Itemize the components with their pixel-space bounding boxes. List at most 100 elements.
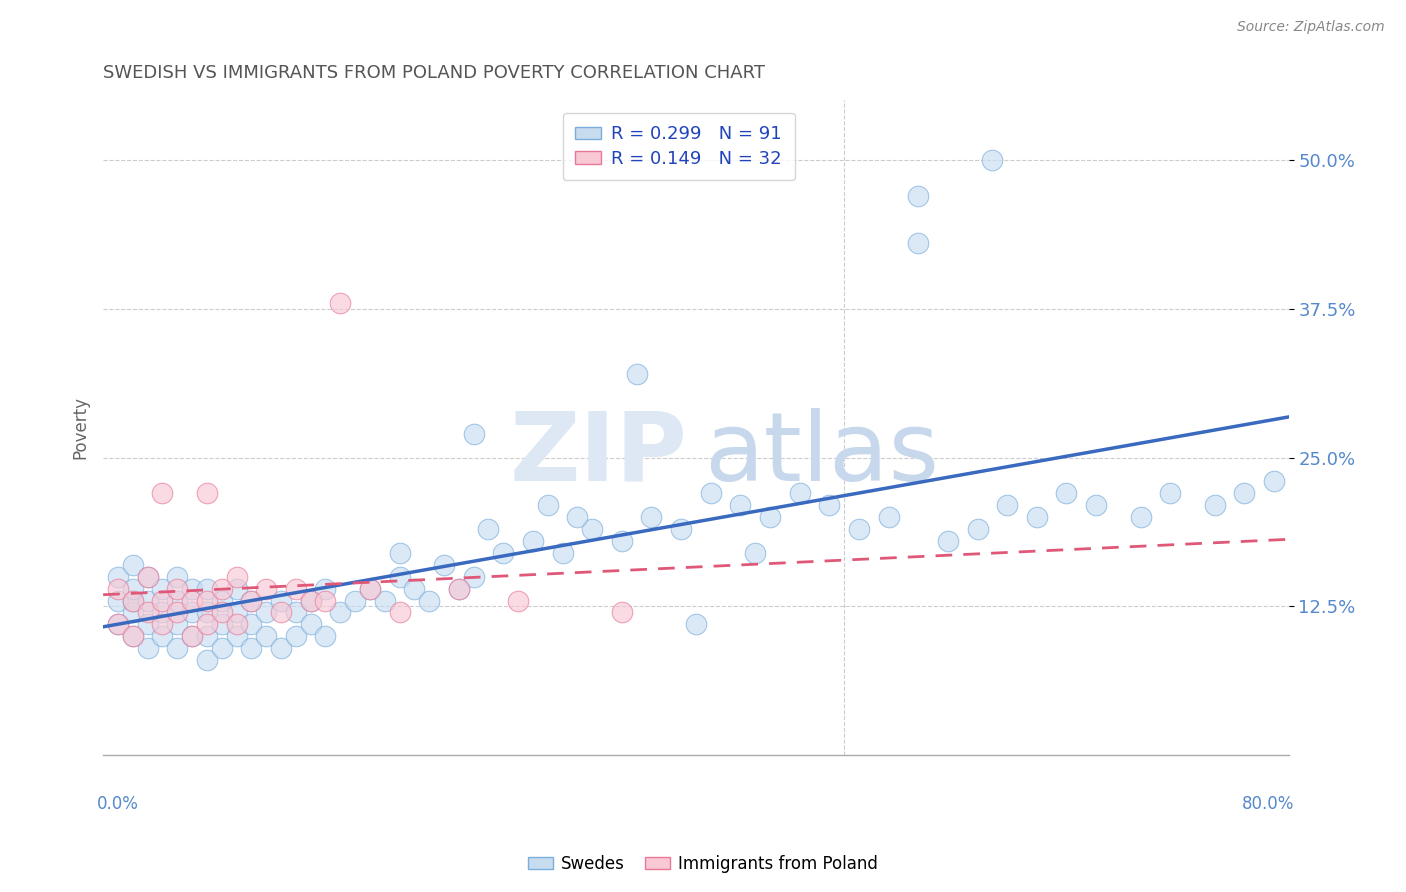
- Point: [225, 606, 247, 620]
- Point: [463, 426, 485, 441]
- Point: [152, 593, 174, 607]
- Point: [270, 606, 292, 620]
- Point: [136, 570, 159, 584]
- Point: [581, 522, 603, 536]
- Point: [225, 629, 247, 643]
- Point: [254, 606, 277, 620]
- Point: [107, 570, 129, 584]
- Point: [359, 582, 381, 596]
- Point: [314, 593, 336, 607]
- Point: [166, 606, 188, 620]
- Point: [907, 188, 929, 202]
- Point: [181, 593, 204, 607]
- Point: [299, 593, 322, 607]
- Point: [730, 498, 752, 512]
- Point: [107, 617, 129, 632]
- Point: [284, 582, 307, 596]
- Point: [136, 593, 159, 607]
- Point: [981, 153, 1004, 167]
- Point: [506, 593, 529, 607]
- Point: [447, 582, 470, 596]
- Point: [477, 522, 499, 536]
- Point: [121, 606, 143, 620]
- Point: [447, 582, 470, 596]
- Point: [314, 629, 336, 643]
- Point: [404, 582, 426, 596]
- Point: [374, 593, 396, 607]
- Point: [195, 582, 218, 596]
- Point: [121, 629, 143, 643]
- Point: [181, 629, 204, 643]
- Point: [152, 629, 174, 643]
- Point: [152, 606, 174, 620]
- Point: [211, 593, 233, 607]
- Point: [181, 629, 204, 643]
- Point: [211, 641, 233, 656]
- Point: [537, 498, 560, 512]
- Point: [1085, 498, 1108, 512]
- Point: [700, 486, 723, 500]
- Point: [1159, 486, 1181, 500]
- Point: [240, 593, 263, 607]
- Point: [744, 546, 766, 560]
- Y-axis label: Poverty: Poverty: [72, 396, 89, 459]
- Text: 0.0%: 0.0%: [97, 795, 139, 813]
- Point: [1025, 510, 1047, 524]
- Point: [359, 582, 381, 596]
- Point: [1263, 475, 1285, 489]
- Point: [1054, 486, 1077, 500]
- Point: [1233, 486, 1256, 500]
- Point: [225, 582, 247, 596]
- Point: [551, 546, 574, 560]
- Point: [818, 498, 841, 512]
- Point: [433, 558, 456, 572]
- Legend: Swedes, Immigrants from Poland: Swedes, Immigrants from Poland: [522, 848, 884, 880]
- Point: [240, 641, 263, 656]
- Text: ZIP: ZIP: [510, 408, 688, 500]
- Point: [685, 617, 707, 632]
- Point: [225, 570, 247, 584]
- Point: [121, 582, 143, 596]
- Point: [995, 498, 1018, 512]
- Point: [610, 606, 633, 620]
- Point: [195, 617, 218, 632]
- Point: [166, 641, 188, 656]
- Point: [759, 510, 782, 524]
- Point: [152, 617, 174, 632]
- Point: [107, 582, 129, 596]
- Point: [166, 582, 188, 596]
- Point: [136, 570, 159, 584]
- Point: [107, 617, 129, 632]
- Point: [121, 558, 143, 572]
- Point: [121, 629, 143, 643]
- Point: [181, 582, 204, 596]
- Point: [640, 510, 662, 524]
- Point: [254, 629, 277, 643]
- Point: [299, 617, 322, 632]
- Point: [107, 593, 129, 607]
- Point: [329, 606, 352, 620]
- Point: [966, 522, 988, 536]
- Point: [195, 486, 218, 500]
- Point: [1204, 498, 1226, 512]
- Point: [299, 593, 322, 607]
- Point: [121, 593, 143, 607]
- Point: [166, 570, 188, 584]
- Point: [344, 593, 367, 607]
- Point: [211, 617, 233, 632]
- Point: [329, 295, 352, 310]
- Point: [240, 593, 263, 607]
- Point: [626, 368, 648, 382]
- Point: [848, 522, 870, 536]
- Point: [152, 486, 174, 500]
- Point: [877, 510, 900, 524]
- Text: Source: ZipAtlas.com: Source: ZipAtlas.com: [1237, 20, 1385, 34]
- Point: [463, 570, 485, 584]
- Point: [211, 606, 233, 620]
- Point: [166, 593, 188, 607]
- Point: [136, 641, 159, 656]
- Point: [240, 617, 263, 632]
- Point: [121, 593, 143, 607]
- Point: [270, 593, 292, 607]
- Point: [1129, 510, 1152, 524]
